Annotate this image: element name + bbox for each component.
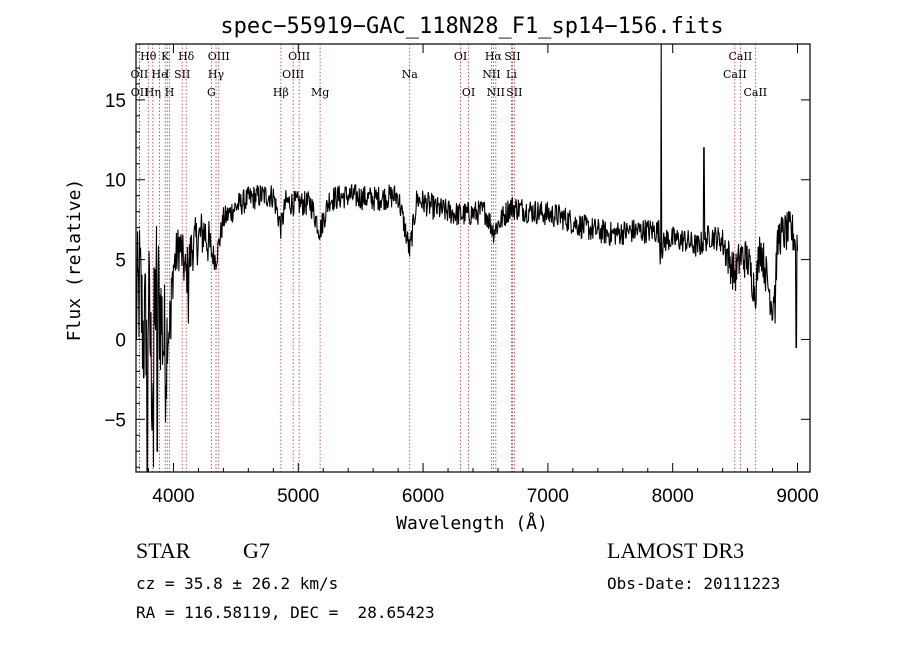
line-label-0: Hθ xyxy=(140,50,157,63)
line-label-14: OIII xyxy=(288,50,310,63)
line-label-28: CaII xyxy=(743,86,767,99)
x-tick-label-5: 9000 xyxy=(776,486,818,507)
line-label-1: OII xyxy=(131,68,149,81)
line-label-15: OIII xyxy=(282,68,304,81)
y-axis-label: Flux (relative) xyxy=(64,179,85,342)
x-axis-label: Wavelength (Å) xyxy=(396,512,548,534)
line-label-23: SII xyxy=(504,50,520,63)
y-tick-label-4: 15 xyxy=(105,91,126,112)
line-label-24: Li xyxy=(506,68,517,81)
line-label-7: H xyxy=(165,86,175,99)
x-tick-label-1: 5000 xyxy=(277,486,319,507)
x-tick-label-3: 7000 xyxy=(527,486,569,507)
plot-frame xyxy=(135,43,811,473)
spectral-line-markers xyxy=(138,44,756,472)
observation-date: Obs-Date: 20111223 xyxy=(607,574,781,593)
redshift-cz: cz = 35.8 ± 26.2 km/s xyxy=(136,574,339,593)
line-label-10: OIII xyxy=(208,50,230,63)
line-label-25: SII xyxy=(506,86,522,99)
x-axis-ticks: 4000 5000 6000 7000 8000 9000 xyxy=(147,44,819,507)
line-label-16: Mg xyxy=(311,86,329,99)
line-label-18: OI xyxy=(454,50,467,63)
object-class: STAR xyxy=(136,538,191,563)
line-label-27: CaII xyxy=(723,68,747,81)
y-tick-label-0: −5 xyxy=(104,410,126,431)
ra-dec-coordinates: RA = 116.58119, DEC = 28.65423 xyxy=(136,603,435,622)
y-tick-label-2: 5 xyxy=(115,251,126,272)
spectrum-line xyxy=(135,43,799,473)
line-label-21: NII xyxy=(482,68,500,81)
line-label-26: CaII xyxy=(729,50,753,63)
line-label-2: OII xyxy=(131,86,149,99)
line-label-11: Hγ xyxy=(208,68,225,81)
line-label-3: He xyxy=(152,68,168,81)
object-subclass: G7 xyxy=(243,538,270,563)
line-label-5: K xyxy=(161,50,170,63)
line-label-4: Hη xyxy=(145,86,161,99)
line-label-12: G xyxy=(207,86,216,99)
y-tick-label-1: 0 xyxy=(115,330,126,351)
line-label-20: Hα xyxy=(485,50,503,63)
y-axis-ticks: −5 0 5 10 15 xyxy=(104,51,810,468)
x-tick-label-0: 4000 xyxy=(152,486,194,507)
y-tick-label-3: 10 xyxy=(105,171,126,192)
line-label-8: Hδ xyxy=(178,50,195,63)
survey-name: LAMOST DR3 xyxy=(607,538,745,563)
line-label-6: I xyxy=(165,68,169,81)
x-tick-label-2: 6000 xyxy=(402,486,444,507)
line-label-13: Hβ xyxy=(273,86,289,99)
line-label-22: NII xyxy=(487,86,505,99)
line-label-17: Na xyxy=(402,68,419,81)
x-tick-label-4: 8000 xyxy=(652,486,694,507)
chart-title: spec−55919−GAC_118N28_F1_sp14−156.fits xyxy=(220,14,723,39)
line-label-19: OI xyxy=(462,86,475,99)
line-label-9: SII xyxy=(174,68,190,81)
